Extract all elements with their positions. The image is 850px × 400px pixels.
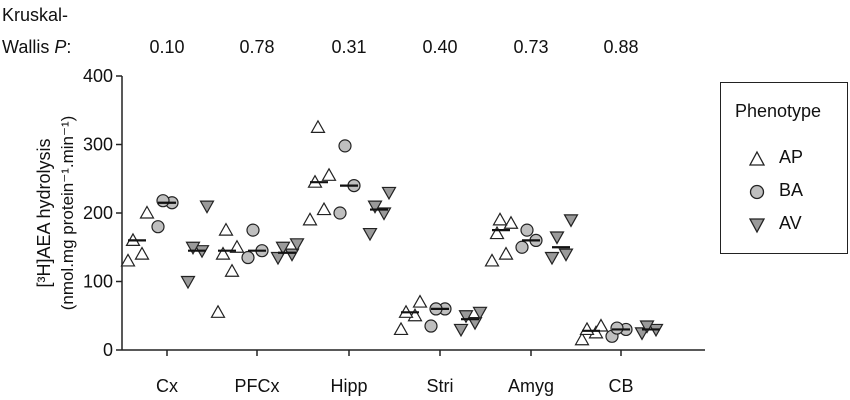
data-point-ap [503, 215, 519, 229]
kruskal-wallis-label-line2: Wallis P: [2, 37, 72, 57]
data-point-av [270, 251, 286, 266]
data-point-av [180, 275, 196, 290]
circle-icon [749, 184, 765, 200]
data-point-ap [412, 294, 428, 308]
data-point-av [634, 327, 650, 341]
data-point-ap [302, 212, 318, 226]
data-point-av [275, 241, 291, 255]
y-axis-label-line2: (nmol.mg protein⁻¹.min⁻¹) [58, 116, 77, 311]
y-tick-label: 300 [83, 135, 113, 155]
kruskal-wallis-label-line1: Kruskal- [2, 5, 69, 25]
data-point-ap [120, 253, 136, 267]
chart-marks [120, 119, 664, 346]
x-tick-label: Stri [427, 376, 454, 396]
chart-axes: 0 100 200 300 400 Cx PFCx Hipp Stri Amyg CB [³H]AEA… [34, 66, 705, 396]
data-point-av [453, 323, 469, 338]
data-point-ap [593, 318, 609, 332]
data-point-ba [333, 206, 347, 220]
x-tick-label: Hipp [330, 376, 367, 396]
data-point-ba [151, 220, 165, 234]
data-point-ap [492, 212, 508, 226]
data-point-ap [224, 263, 240, 277]
data-point-ba [156, 194, 170, 208]
data-point-av [381, 186, 397, 201]
legend-label-ba: BA [779, 180, 804, 200]
p-value-pfcx: 0.78 [239, 37, 275, 57]
data-point-av [367, 200, 383, 214]
x-tick-label: PFCx [235, 376, 280, 396]
data-point-av [549, 231, 565, 245]
x-tick-label: Amyg [508, 376, 554, 396]
data-point-av [199, 200, 215, 214]
y-tick-label: 0 [103, 340, 113, 360]
legend-label-ap: AP [779, 147, 804, 167]
data-point-ap [210, 304, 226, 318]
data-point-av [563, 214, 579, 228]
data-point-ap [215, 246, 231, 260]
data-point-av [639, 320, 655, 334]
y-tick-label: 100 [83, 272, 113, 292]
data-point-ba [338, 139, 352, 153]
x-tick-label: CB [608, 376, 633, 396]
data-point-ap [134, 246, 150, 260]
data-point-ap [484, 253, 500, 267]
data-point-ba [424, 319, 438, 333]
data-point-av [467, 317, 483, 331]
data-point-ap [393, 321, 409, 336]
data-point-ba [515, 240, 529, 254]
data-point-ap [139, 205, 155, 219]
data-point-av [289, 238, 305, 252]
p-value-cx: 0.10 [149, 37, 185, 57]
data-point-av [458, 310, 474, 324]
data-point-av [362, 227, 378, 242]
data-point-ap [579, 321, 595, 336]
data-point-ba [610, 321, 624, 335]
triangle-up-icon [748, 150, 766, 166]
data-point-av [472, 306, 488, 321]
data-point-ap [310, 119, 326, 133]
data-point-av [558, 248, 574, 262]
p-value-hipp: 0.31 [331, 37, 367, 57]
legend-label-av: AV [779, 213, 802, 233]
data-point-av [185, 241, 201, 255]
data-point-ba [241, 250, 255, 265]
data-point-ap [218, 222, 234, 236]
data-point-ap [489, 225, 505, 240]
p-value-amyg: 0.73 [513, 37, 549, 57]
p-value-stri: 0.40 [422, 37, 458, 57]
data-point-ap [574, 332, 590, 346]
data-point-av [376, 207, 392, 221]
legend-title: Phenotype [735, 101, 822, 121]
data-point-ap [498, 246, 514, 260]
data-point-ap [321, 167, 337, 181]
triangle-down-icon [748, 218, 766, 234]
data-point-ba [246, 223, 260, 237]
legend: Phenotype AP BA AV [720, 82, 848, 254]
data-point-av [284, 248, 300, 262]
y-tick-label: 200 [83, 203, 113, 223]
p-value-cb: 0.88 [603, 37, 639, 57]
data-point-av [544, 251, 560, 266]
data-point-ap [316, 201, 332, 216]
y-axis-label-line1: [³H]AEA hydrolysis [34, 138, 54, 287]
data-point-ba [520, 223, 534, 237]
x-tick-label: Cx [156, 376, 178, 396]
y-tick-label: 400 [83, 66, 113, 86]
data-point-ap [229, 239, 245, 253]
